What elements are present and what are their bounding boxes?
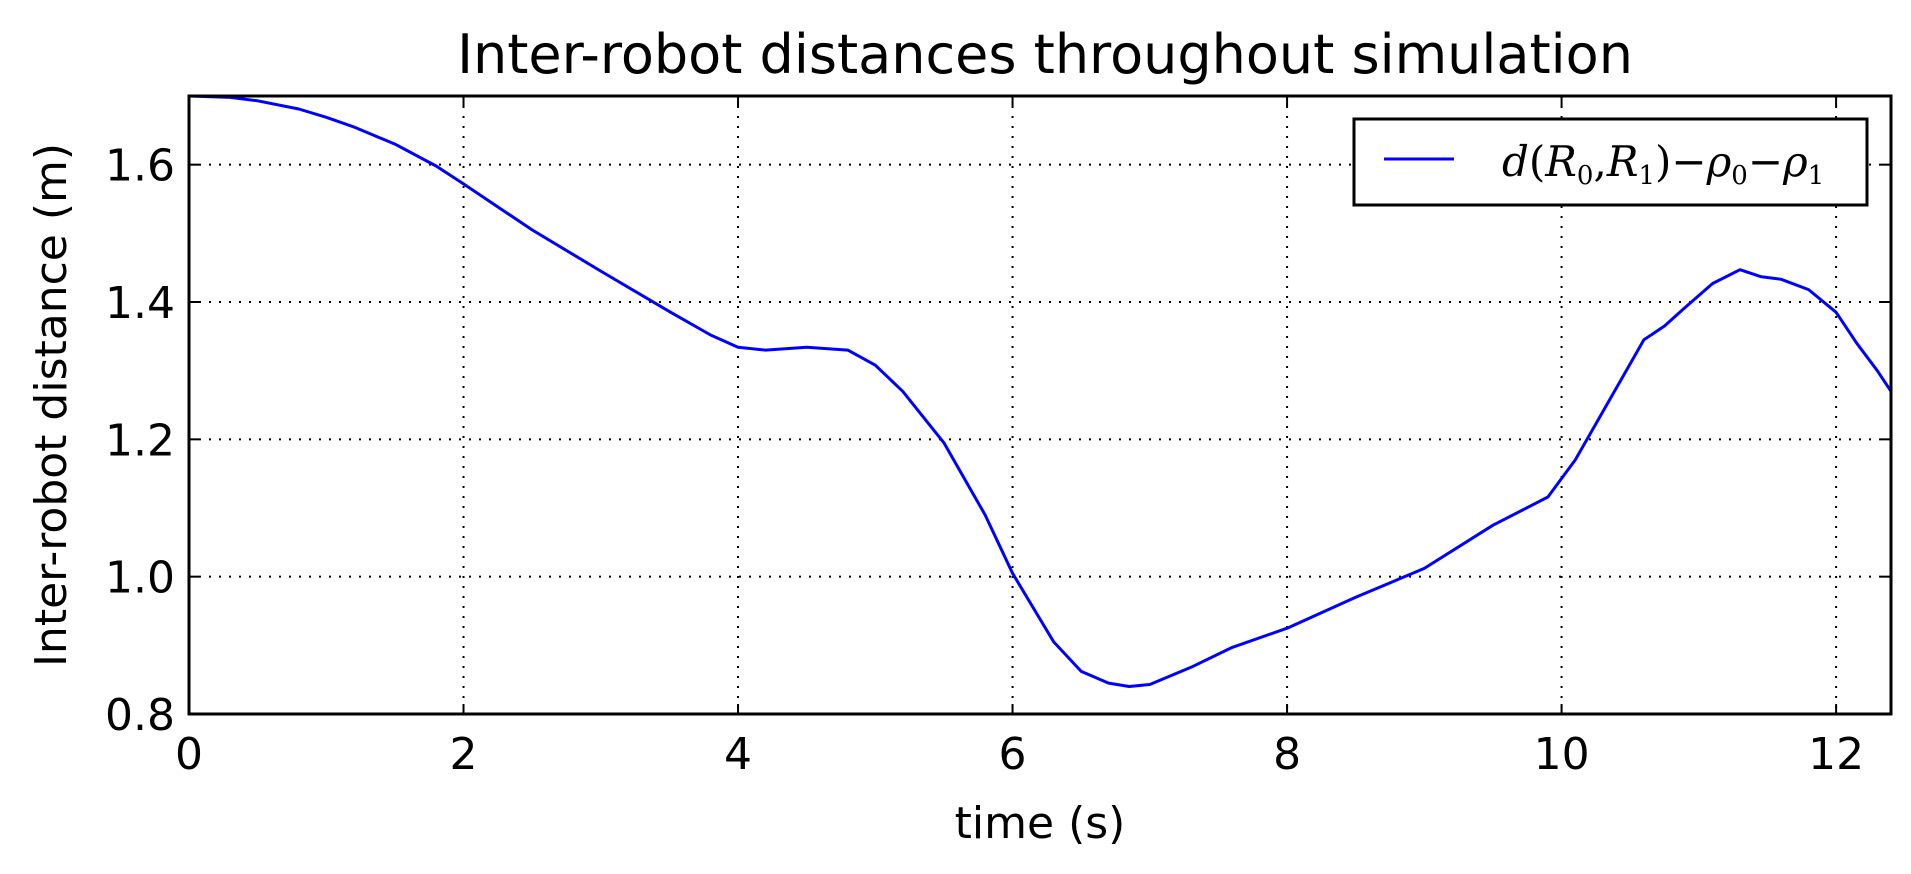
legend-entry-label: d(R0,R1)−ρ0−ρ1 — [1502, 137, 1824, 191]
x-tick-label: 10 — [1534, 729, 1590, 780]
plot-frame — [187, 94, 1893, 716]
tick-marks — [188, 96, 1891, 715]
series-layer — [188, 94, 1893, 688]
x-tick-label: 4 — [724, 729, 752, 780]
legend: d(R0,R1)−ρ0−ρ1 — [1352, 117, 1869, 207]
y-tick-label: 1.4 — [105, 278, 175, 329]
y-tick-label: 1.0 — [105, 553, 175, 604]
y-tick-labels: 0.8 1.0 1.2 1.4 1.6 — [105, 141, 175, 741]
x-tick-label: 6 — [999, 729, 1027, 780]
grid — [189, 96, 1891, 714]
series-line-0 — [188, 94, 1893, 688]
x-tick-label: 8 — [1273, 729, 1301, 780]
x-tick-label: 2 — [450, 729, 478, 780]
chart-title: Inter-robot distances throughout simulat… — [457, 23, 1633, 86]
x-tick-label: 0 — [175, 729, 203, 780]
x-axis-label: time (s) — [955, 798, 1126, 849]
x-tick-label: 12 — [1808, 729, 1864, 780]
legend-box — [1352, 117, 1869, 207]
y-tick-label: 1.6 — [105, 141, 175, 192]
x-tick-labels: 0 2 4 6 8 10 12 — [175, 729, 1864, 780]
y-axis-label: Inter-robot distance (m) — [26, 143, 77, 667]
y-tick-label: 1.2 — [105, 415, 175, 466]
y-tick-label: 0.8 — [105, 690, 175, 741]
